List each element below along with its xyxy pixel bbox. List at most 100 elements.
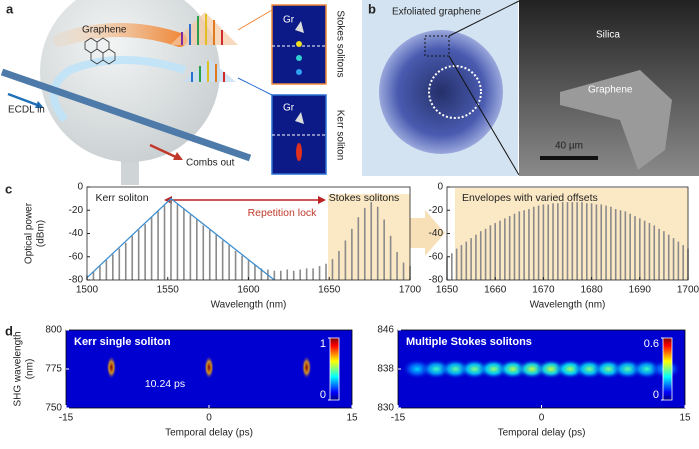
y-tick-label: 846 [377,325,394,336]
zoom-box [424,35,450,57]
x-tick-label: 1600 [237,285,260,296]
zoom-arrow [410,210,445,256]
x-tick-label: -15 [391,413,406,424]
y-tick-label: -80 [429,275,444,286]
y-tick-label: -40 [429,228,444,239]
arrowhead [318,196,326,204]
y-tick-label: 800 [45,325,62,336]
zoom-line [448,0,520,37]
colorbar-label: 0.6 [644,338,659,350]
x-tick-label: 1500 [76,285,99,296]
flake [560,70,672,170]
kerr-lines [191,61,225,82]
y-tick-label: -40 [69,228,84,239]
colorbar [329,337,340,401]
spot [296,41,302,47]
x-tick-label: 15 [679,413,691,424]
graphene-lattice [84,37,116,65]
x-tick-label: 1650 [318,285,341,296]
label: Kerr soliton [334,110,345,161]
spot [296,143,302,161]
x-tick-label: 1650 [436,285,459,296]
kerr-glow [49,56,187,123]
y-axis-label: SHG wavelength [13,331,24,406]
label: Gr [283,15,295,26]
spot [204,355,214,380]
label: Graphene [82,25,127,36]
colorbar-label: 1 [320,338,326,350]
arrowhead [164,196,172,204]
annotation: 10.24 ps [145,378,185,390]
spot [296,55,302,61]
x-axis-label: Temporal delay (ps) [498,428,586,439]
y-tick-label: -60 [69,251,84,262]
annotation: Stokes solitons [329,192,400,204]
x-tick-label: 1700 [677,285,699,296]
colorbar-label: 0 [320,389,326,401]
label: 40 µm [555,141,583,152]
label: Combs out [186,158,235,169]
y-axis-label: (nm) [25,359,36,380]
annotation: Envelopes with varied offsets [462,192,598,204]
stokes-lines [181,14,223,45]
spot [296,69,302,75]
envelope [86,197,275,281]
combs-arrow [149,143,179,160]
x-axis-label: Temporal delay (ps) [165,428,253,439]
x-tick-label: 1670 [532,285,555,296]
panel-label: d [5,323,13,338]
label: Gr [283,103,295,114]
x-axis-label: Wavelength (nm) [530,300,606,311]
x-tick-label: 1660 [484,285,507,296]
zoom-line [448,55,520,176]
spot [301,355,312,380]
y-tick-label: -20 [69,205,84,216]
arrowhead [173,152,183,160]
disk [379,30,503,154]
graphene-flake [295,112,304,124]
y-tick-label: -80 [69,275,84,286]
chart-title: Kerr single soliton [74,336,171,348]
annotation: Repetition lock [248,207,318,219]
colorbar-label: 0 [653,389,659,401]
panel-label: a [6,1,14,16]
x-tick-label: 15 [346,413,358,424]
panel-label: c [5,181,12,196]
x-tick-label: -15 [59,413,74,424]
y-axis-label: (dBm) [36,220,47,247]
label: Exfoliated graphene [392,7,481,18]
chart-title: Multiple Stokes solitons [406,336,532,348]
x-tick-label: 1680 [580,285,603,296]
label: Silica [596,30,620,41]
y-tick-label: 838 [377,364,394,375]
panel-b: b Exfoliated graphene Silica Graphene 40… [362,0,699,176]
graphene-flake [295,21,304,33]
y-axis-label: Optical power [24,202,35,264]
x-tick-label: 1690 [629,285,652,296]
y-tick-label: -60 [429,251,444,262]
y-tick-label: 750 [45,403,62,414]
panel-a: a Graphene Gr Gr Stokes solitons Kerr so… [0,0,345,185]
stokes-glow [53,23,187,47]
label: Stokes solitons [334,10,345,77]
colorbar [662,337,673,401]
y-tick-label: 830 [377,403,394,414]
connector [237,77,273,96]
annotation: Kerr soliton [95,192,148,204]
connector [237,9,273,31]
x-tick-label: 0 [539,413,545,424]
y-tick-label: -20 [429,205,444,216]
y-tick-label: 0 [77,182,83,193]
panel-label: b [368,1,376,16]
x-tick-label: 1700 [399,285,422,296]
y-tick-label: 0 [437,182,443,193]
label: ECDL in [8,105,45,116]
fiber [0,68,252,162]
arrowhead [35,101,44,108]
y-tick-label: 775 [45,364,62,375]
label: Graphene [588,85,633,96]
x-tick-label: 1550 [157,285,180,296]
ecdl-arrow [7,92,41,108]
scale-bar [540,156,598,160]
